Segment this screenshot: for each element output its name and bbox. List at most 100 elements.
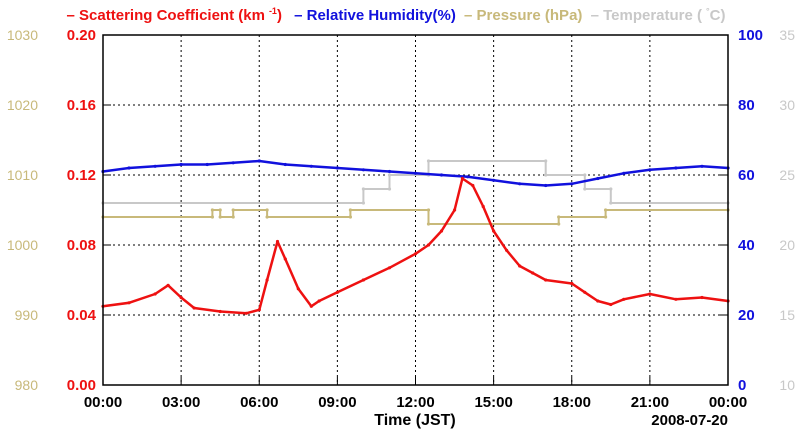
humidity-data-point — [205, 162, 209, 167]
legend-humidity: – Relative Humidity(%) — [294, 7, 456, 24]
scattering-data-point — [481, 204, 485, 209]
scattering-data-point — [583, 290, 587, 294]
scattering-data-point — [518, 264, 522, 268]
scattering-data-point — [283, 257, 287, 261]
humidity-data-point — [387, 169, 392, 174]
scattering-data-point — [622, 297, 626, 301]
humidity-data-point — [596, 176, 600, 181]
pressure-data-point — [557, 222, 561, 226]
humidity-tick-label: 100 — [738, 27, 763, 44]
scattering-data-point — [544, 278, 548, 282]
humidity-data-point — [335, 166, 339, 170]
pressure-data-point — [604, 208, 608, 212]
humidity-data-point — [518, 182, 522, 186]
humidity-tick-label: 60 — [738, 167, 755, 184]
pressure-data-point — [348, 215, 352, 219]
pressure-data-point — [210, 208, 214, 212]
humidity-data-point — [127, 166, 131, 170]
temperature-tick-label: 30 — [779, 97, 795, 113]
scattering-tick-label: 0.04 — [67, 307, 97, 324]
scattering-data-point — [492, 229, 496, 233]
pressure-data-point — [218, 215, 222, 219]
humidity-data-point — [413, 171, 418, 175]
humidity-data-point — [622, 171, 626, 175]
pressure-data-point — [426, 208, 431, 212]
temperature-data-point — [361, 201, 365, 205]
humidity-tick-label: 40 — [738, 237, 755, 254]
humidity-data-point — [361, 168, 365, 172]
scattering-data-point — [471, 183, 475, 188]
pressure-data-point — [604, 215, 608, 219]
humidity-data-point — [570, 182, 574, 186]
pressure-tick-label: 1010 — [7, 167, 38, 183]
scattering-data-point — [257, 308, 261, 312]
pressure-data-point — [210, 215, 214, 219]
temperature-data-point — [387, 173, 392, 177]
scattering-data-point — [609, 302, 613, 307]
pressure-tick-label: 990 — [15, 307, 39, 323]
pressure-tick-label: 1030 — [7, 27, 38, 43]
scattering-data-point — [648, 292, 652, 296]
legend-pressure: – Pressure (hPa) — [464, 7, 583, 24]
humidity-data-point — [700, 164, 704, 168]
scattering-data-point — [127, 301, 131, 305]
scattering-data-point — [153, 292, 157, 296]
scattering-data-point — [674, 297, 678, 301]
scattering-data-point — [596, 299, 600, 303]
chart-legend: – Scattering Coefficient (km -1) – Relati… — [0, 6, 800, 24]
scattering-data-point — [317, 299, 321, 303]
pressure-data-point — [265, 215, 269, 219]
scattering-data-point — [361, 278, 365, 282]
x-tick-label: 00:00 — [709, 394, 747, 411]
humidity-data-point — [466, 175, 470, 179]
date-label: 2008-07-20 — [651, 412, 728, 429]
humidity-tick-label: 0 — [738, 377, 746, 394]
scattering-tick-label: 0.08 — [67, 237, 96, 254]
pressure-tick-label: 1020 — [7, 97, 38, 113]
pressure-data-point — [218, 208, 222, 212]
x-tick-label: 15:00 — [474, 394, 512, 411]
x-tick-label: 21:00 — [631, 394, 669, 411]
humidity-data-point — [153, 164, 157, 168]
temperature-data-point — [609, 201, 613, 205]
scattering-data-point — [439, 229, 444, 233]
scattering-data-point — [413, 252, 418, 256]
x-tick-label: 06:00 — [240, 394, 278, 411]
humidity-data-point — [309, 164, 313, 168]
scattering-data-point — [335, 290, 339, 294]
scattering-data-point — [166, 283, 170, 287]
temperature-data-point — [583, 187, 587, 191]
scattering-data-point — [192, 306, 196, 310]
scattering-data-point — [265, 278, 269, 282]
scattering-data-point — [179, 295, 183, 300]
temperature-data-point — [387, 187, 392, 191]
humidity-data-point — [492, 178, 496, 182]
pressure-data-point — [265, 208, 269, 212]
pressure-tick-label: 980 — [15, 377, 39, 393]
temperature-data-point — [426, 159, 431, 163]
scattering-data-point — [531, 271, 535, 275]
temperature-series-line — [103, 160, 728, 204]
scattering-data-point — [244, 311, 248, 315]
scattering-tick-label: 0.20 — [67, 27, 96, 44]
scattering-data-point — [700, 295, 704, 300]
humidity-tick-label: 80 — [738, 97, 755, 114]
scattering-data-point — [387, 266, 392, 270]
scattering-data-point — [309, 304, 313, 308]
scattering-data-point — [453, 208, 457, 212]
humidity-data-point — [257, 159, 261, 163]
scattering-data-point — [296, 287, 300, 291]
scattering-data-point — [218, 309, 222, 314]
x-tick-label: 03:00 — [162, 394, 200, 411]
axis-layer: 00:00 03:00 06:00 09:00 12:00 15:00 18:00 21:00… — [7, 27, 795, 411]
scattering-tick-label: 0.12 — [67, 167, 96, 184]
temperature-data-point — [544, 173, 548, 177]
scattering-data-point — [275, 239, 280, 244]
temperature-data-point — [583, 173, 587, 177]
temperature-tick-label: 20 — [779, 237, 795, 253]
humidity-data-point — [648, 168, 652, 172]
scattering-tick-label: 0.16 — [67, 97, 96, 114]
pressure-data-point — [231, 215, 235, 219]
pressure-tick-label: 1000 — [7, 237, 38, 253]
